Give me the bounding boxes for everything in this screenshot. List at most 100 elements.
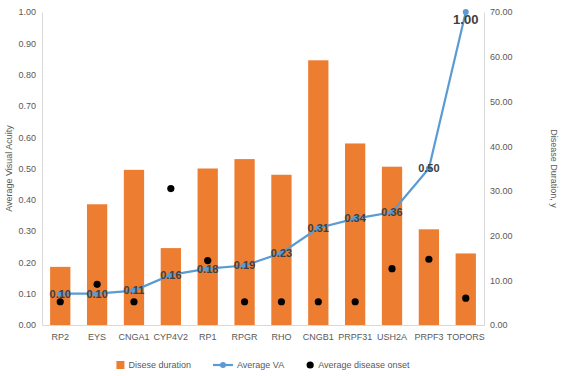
point bbox=[462, 295, 469, 302]
y2-tick: 30.00 bbox=[484, 186, 513, 196]
bar bbox=[456, 253, 476, 325]
marks bbox=[50, 9, 476, 325]
y-tick-label: 0.90 bbox=[18, 39, 36, 49]
y-tick: 0.20 bbox=[18, 258, 42, 268]
line bbox=[60, 12, 466, 294]
x-tick-label: RHO bbox=[271, 332, 291, 342]
bar bbox=[419, 229, 439, 325]
x-tick-label: RP1 bbox=[199, 332, 217, 342]
legend-item: Average VA bbox=[213, 360, 284, 370]
x-axis: RP2 EYS CNGA1 CYP4V2 RP1 RPGR RHO CNGB1 PRPF31 US… bbox=[43, 325, 485, 342]
x-tick: PRPF3 bbox=[414, 325, 443, 342]
x-tick: CNGB1 bbox=[303, 325, 334, 342]
point bbox=[241, 298, 248, 305]
bar bbox=[124, 170, 144, 325]
data-label: 0.18 bbox=[197, 263, 218, 275]
bar bbox=[50, 267, 70, 325]
y2-tick-label: 0.00 bbox=[490, 320, 508, 330]
bar bbox=[87, 204, 107, 325]
bar bbox=[382, 167, 402, 325]
y2-tick-label: 20.00 bbox=[490, 231, 513, 241]
data-label: 1.00 bbox=[453, 12, 478, 27]
y-tick-label: 0.80 bbox=[18, 70, 36, 80]
y2-tick: 60.00 bbox=[484, 52, 513, 62]
legend-label: Disese duration bbox=[128, 360, 191, 370]
bar bbox=[271, 175, 291, 325]
x-tick: PRPF31 bbox=[338, 325, 372, 342]
data-label: 0.10 bbox=[50, 288, 71, 300]
y-tick-label: 0.70 bbox=[18, 101, 36, 111]
x-tick-label: EYS bbox=[88, 332, 106, 342]
y-tick: 0.00 bbox=[18, 320, 42, 330]
y2-tick: 40.00 bbox=[484, 142, 513, 152]
x-tick: RHO bbox=[271, 325, 291, 342]
y-tick-label: 0.50 bbox=[18, 164, 36, 174]
x-tick-label: PRPF31 bbox=[338, 332, 372, 342]
x-tick-label: CNGB1 bbox=[303, 332, 334, 342]
y2-tick: 70.00 bbox=[484, 7, 513, 17]
y2-axis: 0.00 10.00 20.00 30.00 40.00 50.00 60.00 70.00 bbox=[484, 7, 513, 330]
x-tick: EYS bbox=[88, 325, 106, 342]
data-label: 0.16 bbox=[160, 269, 181, 281]
y-tick-label: 0.20 bbox=[18, 258, 36, 268]
y-axis: 0.00 0.10 0.20 0.30 0.40 0.50 0.60 0.70 0.80 0.90… bbox=[18, 7, 42, 330]
legend-item: Average disease onset bbox=[307, 360, 410, 370]
bar bbox=[161, 248, 181, 325]
legend-label: Average VA bbox=[237, 360, 284, 370]
y2-tick-label: 10.00 bbox=[490, 276, 513, 286]
series-line bbox=[57, 9, 469, 297]
x-tick: RP2 bbox=[51, 325, 69, 342]
y-tick: 1.00 bbox=[18, 7, 42, 17]
data-label: 0.50 bbox=[418, 162, 439, 174]
y-tick-label: 0.30 bbox=[18, 226, 36, 236]
x-tick-label: RPGR bbox=[232, 332, 259, 342]
y2-axis-line bbox=[484, 13, 485, 326]
y2-tick: 50.00 bbox=[484, 97, 513, 107]
legend-label: Average disease onset bbox=[318, 360, 410, 370]
y2-tick-label: 40.00 bbox=[490, 142, 513, 152]
chart: 0.00 0.10 0.20 0.30 0.40 0.50 0.60 0.70 0.80 0.90… bbox=[0, 0, 564, 376]
bar bbox=[308, 60, 328, 325]
legend-symbol bbox=[116, 361, 124, 369]
x-tick-label: PRPF3 bbox=[414, 332, 443, 342]
x-tick-label: CYP4V2 bbox=[154, 332, 189, 342]
legend-symbol bbox=[307, 361, 314, 368]
data-label: 0.34 bbox=[344, 212, 366, 224]
y-tick: 0.80 bbox=[18, 70, 42, 80]
y-tick: 0.90 bbox=[18, 39, 42, 49]
x-tick: USH2A bbox=[377, 325, 407, 342]
data-label: 0.11 bbox=[124, 284, 145, 296]
x-tick: CYP4V2 bbox=[154, 325, 189, 342]
y-tick: 0.70 bbox=[18, 101, 42, 111]
x-tick: TOPORS bbox=[447, 325, 485, 342]
bar bbox=[198, 169, 218, 326]
bar bbox=[234, 159, 254, 325]
x-tick: RP1 bbox=[199, 325, 217, 342]
data-label: 0.19 bbox=[234, 259, 255, 271]
y-tick-label: 0.00 bbox=[18, 320, 36, 330]
y-tick: 0.10 bbox=[18, 289, 42, 299]
legend: Disese duration Average VA Average disease… bbox=[116, 360, 410, 370]
x-tick: RPGR bbox=[232, 325, 259, 342]
y2-tick: 10.00 bbox=[484, 276, 513, 286]
point bbox=[167, 185, 174, 192]
point bbox=[130, 298, 137, 305]
x-tick-label: USH2A bbox=[377, 332, 407, 342]
point bbox=[352, 298, 359, 305]
y-tick: 0.30 bbox=[18, 226, 42, 236]
point bbox=[315, 298, 322, 305]
y2-tick-label: 60.00 bbox=[490, 52, 513, 62]
x-tick-label: CNGA1 bbox=[118, 332, 149, 342]
series-scatter bbox=[57, 185, 470, 305]
y2-tick: 0.00 bbox=[484, 320, 508, 330]
y-axis-title: Average Visual Acuity bbox=[4, 125, 14, 212]
y-tick-label: 1.00 bbox=[18, 7, 36, 17]
x-tick: CNGA1 bbox=[118, 325, 149, 342]
y2-tick-label: 50.00 bbox=[490, 97, 513, 107]
x-tick-label: TOPORS bbox=[447, 332, 485, 342]
y-tick: 0.40 bbox=[18, 195, 42, 205]
data-label: 0.31 bbox=[308, 222, 329, 234]
y2-tick-label: 30.00 bbox=[490, 186, 513, 196]
y-tick: 0.60 bbox=[18, 133, 42, 143]
data-labels: 0.100.100.110.160.180.190.230.310.340.36… bbox=[50, 12, 479, 300]
